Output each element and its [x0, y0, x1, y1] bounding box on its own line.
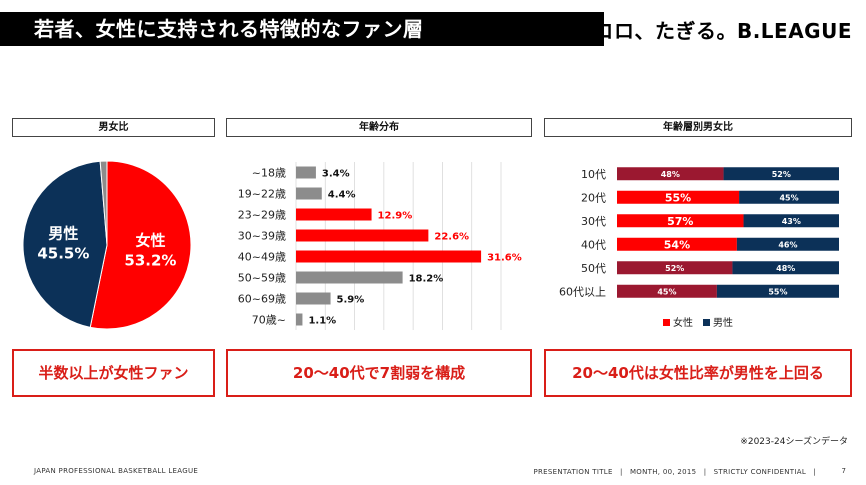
- age-category-label: 70歳~: [252, 314, 286, 327]
- female-value-label: 45%: [657, 287, 676, 296]
- male-value-label: 52%: [772, 170, 791, 179]
- age-gender-ratio-chart: 10代 48% 52% 20代 55% 45% 30代 57% 43% 40代 54% 46% 50代 5…: [559, 167, 839, 329]
- male-bar: [736, 237, 839, 251]
- age-bar: [296, 187, 322, 200]
- legend-male-swatch: [703, 319, 710, 326]
- pie-slice-label: 45.5%: [37, 244, 89, 262]
- age-category-label: 19~22歳: [238, 188, 286, 201]
- bleague-logo: ココロ、たぎる。B.LEAGUE: [572, 19, 852, 43]
- pie-slice-2: [99, 160, 108, 246]
- pie-slice-label: 53.2%: [124, 251, 176, 269]
- male-bar: [732, 261, 839, 275]
- age-distribution-chart: ~18歳 3.4% 19~22歳 4.4% 23~29歳 12.9% 30~39歳 22.6%…: [238, 162, 522, 330]
- age-group-label: 10代: [581, 168, 606, 181]
- pie-slice-1: [22, 160, 108, 328]
- page-number: 7: [841, 467, 846, 475]
- section-header-age-gender: 年齢層別男女比: [544, 118, 852, 137]
- age-category-label: 50~59歳: [238, 272, 286, 285]
- age-group-label: 60代以上: [559, 285, 606, 298]
- page-title: 若者、女性に支持される特徴的なファン層: [34, 17, 424, 41]
- male-value-label: 55%: [768, 287, 787, 296]
- age-bar: [296, 166, 316, 179]
- age-bar: [296, 250, 482, 263]
- male-bar: [743, 214, 839, 228]
- age-bar: [296, 208, 372, 221]
- age-value-label: 18.2%: [409, 274, 444, 285]
- age-value-label: 5.9%: [337, 295, 365, 306]
- female-bar: [617, 214, 744, 228]
- callout-age-gender: 20～40代は女性比率が男性を上回る: [544, 349, 852, 397]
- age-value-label: 22.6%: [434, 232, 469, 243]
- age-value-label: 12.9%: [378, 211, 413, 222]
- age-group-label: 50代: [581, 262, 606, 275]
- male-value-label: 43%: [782, 217, 801, 226]
- footer-org: JAPAN PROFESSIONAL BASKETBALL LEAGUE: [34, 467, 199, 475]
- age-category-label: ~18歳: [252, 167, 286, 180]
- legend-female-label: 女性: [673, 316, 693, 329]
- callout-gender: 半数以上が女性ファン: [12, 349, 215, 397]
- female-value-label: 55%: [665, 191, 691, 204]
- female-value-label: 52%: [665, 264, 684, 273]
- footer-info: PRESENTATION TITLE | MONTH, 00, 2015 | S…: [533, 468, 816, 476]
- age-group-label: 30代: [581, 215, 606, 228]
- age-value-label: 31.6%: [487, 253, 522, 264]
- female-bar: [617, 237, 737, 251]
- female-value-label: 57%: [667, 215, 693, 228]
- age-category-label: 60~69歳: [238, 293, 286, 306]
- gender-pie-chart: 女性 53.2% 男性 45.5%: [22, 160, 192, 330]
- female-value-label: 48%: [661, 170, 680, 179]
- female-bar: [617, 284, 717, 298]
- title-bar: 若者、女性に支持される特徴的なファン層: [0, 12, 604, 46]
- age-category-label: 23~29歳: [238, 209, 286, 222]
- pie-slice-0: [89, 160, 192, 330]
- age-bar: [296, 313, 303, 326]
- callout-age: 20～40代で7割弱を構成: [226, 349, 532, 397]
- age-group-label: 20代: [581, 191, 606, 204]
- age-category-label: 40~49歳: [238, 251, 286, 264]
- section-header-gender: 男女比: [12, 118, 215, 137]
- female-bar: [617, 190, 740, 204]
- data-source-note: ※2023-24シーズンデータ: [740, 437, 848, 447]
- male-value-label: 46%: [778, 240, 797, 249]
- age-bar: [296, 229, 429, 242]
- age-value-label: 3.4%: [322, 169, 350, 180]
- female-bar: [617, 261, 733, 275]
- age-value-label: 4.4%: [328, 190, 356, 201]
- legend-female-swatch: [663, 319, 670, 326]
- female-bar: [617, 167, 724, 181]
- legend-male-label: 男性: [713, 316, 733, 329]
- age-bar: [296, 271, 403, 284]
- age-category-label: 30~39歳: [238, 230, 286, 243]
- male-bar: [723, 167, 839, 181]
- male-bar: [716, 284, 839, 298]
- female-value-label: 54%: [664, 238, 690, 251]
- section-header-age: 年齢分布: [226, 118, 532, 137]
- male-bar: [739, 190, 839, 204]
- male-value-label: 45%: [779, 193, 798, 202]
- age-group-label: 40代: [581, 238, 606, 251]
- age-value-label: 1.1%: [308, 316, 336, 327]
- pie-slice-name: 男性: [48, 224, 78, 242]
- age-bar: [296, 292, 331, 305]
- pie-slice-name: 女性: [135, 231, 165, 249]
- male-value-label: 48%: [776, 264, 795, 273]
